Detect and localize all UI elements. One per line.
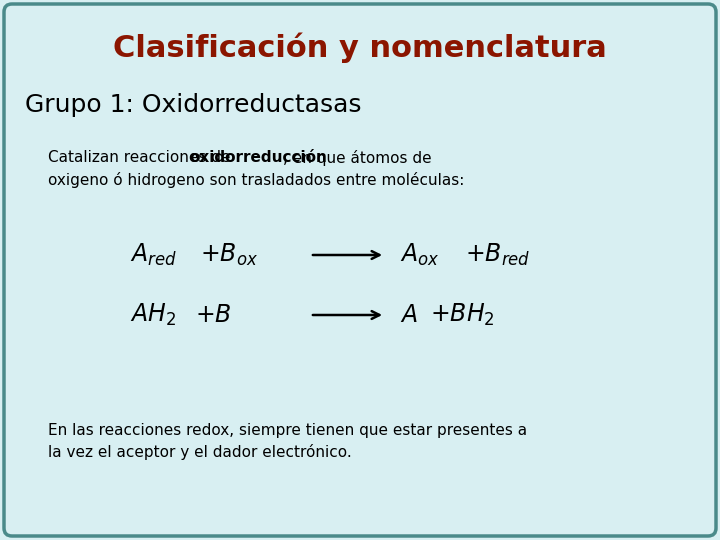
Text: Clasificación y nomenclatura: Clasificación y nomenclatura xyxy=(113,33,607,63)
Text: $A$: $A$ xyxy=(400,303,418,327)
Text: $+ BH_2$: $+ BH_2$ xyxy=(430,302,495,328)
Text: , en que átomos de: , en que átomos de xyxy=(282,150,431,166)
Text: $+ B_{ox}$: $+ B_{ox}$ xyxy=(200,242,258,268)
Text: $+ B$: $+ B$ xyxy=(195,303,232,327)
Text: oxidorreducción: oxidorreducción xyxy=(189,151,328,165)
FancyBboxPatch shape xyxy=(4,4,716,536)
Text: $A_{ox}$: $A_{ox}$ xyxy=(400,242,439,268)
Text: $A_{red}$: $A_{red}$ xyxy=(130,242,177,268)
Text: Grupo 1: Oxidorreductasas: Grupo 1: Oxidorreductasas xyxy=(25,93,361,117)
Text: En las reacciones redox, siempre tienen que estar presentes a: En las reacciones redox, siempre tienen … xyxy=(48,422,527,437)
Text: Catalizan reacciones de: Catalizan reacciones de xyxy=(48,151,235,165)
Text: $+ B_{red}$: $+ B_{red}$ xyxy=(465,242,531,268)
Text: $AH_2$: $AH_2$ xyxy=(130,302,176,328)
Text: la vez el aceptor y el dador electrónico.: la vez el aceptor y el dador electrónico… xyxy=(48,444,352,460)
Text: oxigeno ó hidrogeno son trasladados entre moléculas:: oxigeno ó hidrogeno son trasladados entr… xyxy=(48,172,464,188)
